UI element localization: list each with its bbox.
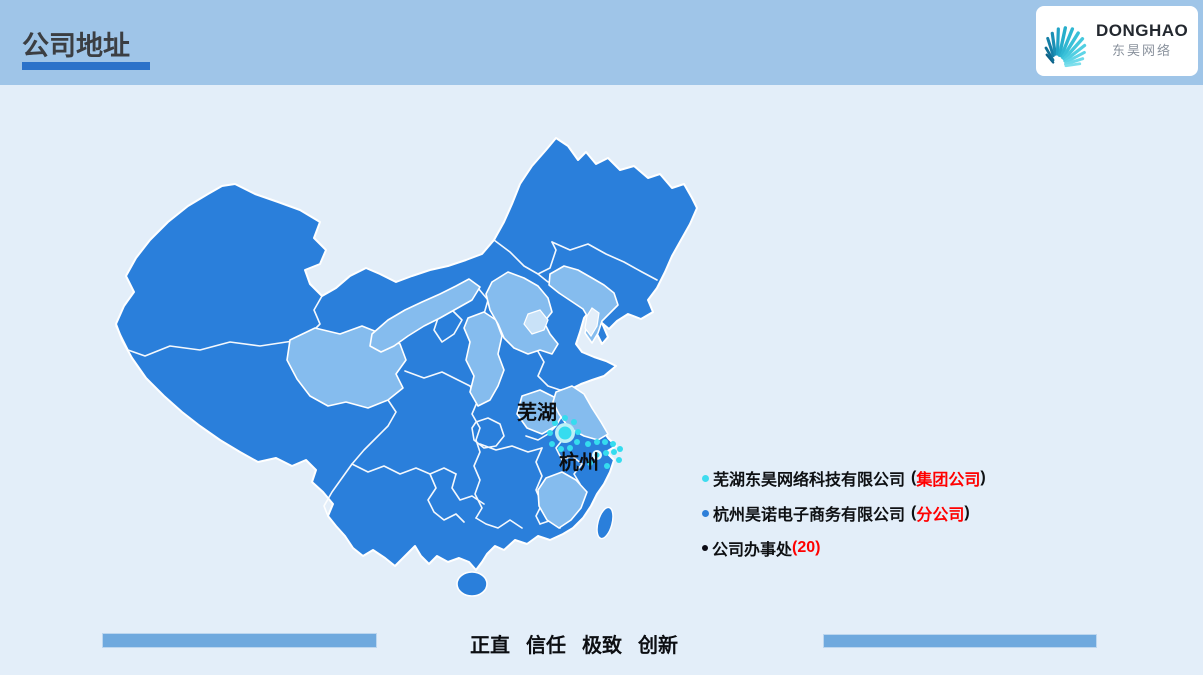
beijing-area [523,309,549,335]
page-title: 公司地址 [22,31,130,61]
legend-item-offices: 公司办事处 (20) [702,537,986,559]
title-underline [22,62,150,70]
province-borders [115,239,658,529]
blue-dot-icon [702,509,709,517]
legend-company-name: 杭州昊诺电子商务有限公司 [713,507,906,524]
province-hebei [485,271,559,355]
legend-item-branch-company: 杭州昊诺电子商务有限公司 ( 分公司 ) [702,502,986,524]
legend-paren-open: ( [911,504,917,521]
black-dot-icon [702,545,708,551]
province-fujian [537,471,588,529]
map-legend: 芜湖东昊网络科技有限公司 ( 集团公司 ) 杭州昊诺电子商务有限公司 ( 分公司… [702,467,986,572]
legend-company-type: 分公司 [916,507,965,524]
hangzhou-marker [592,450,602,460]
header-band: 公司地址 [0,0,1203,85]
slogan-word: 信任 [526,635,566,657]
legend-paren-open: ( [911,469,917,486]
taiwan-island [596,506,614,540]
hangzhou-label: 杭州 [559,450,599,474]
logo-text-block: DONGHAO 东昊网络 [1096,21,1188,59]
logo-name: DONGHAO [1096,21,1189,40]
legend-office-label: 公司办事处 [712,542,793,559]
slogan-word: 创新 [638,635,678,657]
office-location-dots [547,415,623,469]
legend-paren-close: ) [980,469,986,486]
china-map: 芜湖 杭州 [100,122,700,602]
footer-bar-right [823,634,1097,648]
wuhu-marker [555,423,575,443]
slogan-word: 极致 [582,635,622,657]
light-provinces [286,265,619,529]
legend-company-name: 芜湖东昊网络科技有限公司 [713,472,906,489]
province-liaoning [548,265,619,344]
province-jiangsu [552,385,609,441]
legend-item-group-company: 芜湖东昊网络科技有限公司 ( 集团公司 ) [702,467,986,489]
logo-card: DONGHAO 东昊网络 [1036,6,1198,76]
logo-subtitle: 东昊网络 [1111,43,1172,58]
slogan-word: 正直 [470,635,510,657]
province-gansu [369,278,481,353]
wuhu-label: 芜湖 [517,400,557,424]
china-outline [115,137,698,571]
bohai-bay [584,307,600,338]
fan-logo-icon [1044,26,1087,68]
legend-paren-close: ) [964,504,970,521]
legend-office-count: (20) [792,539,821,556]
company-values-slogan: 正直 信任 极致 创新 [470,629,678,658]
hainan-island [456,571,488,597]
cyan-dot-icon [702,474,709,482]
legend-company-type: 集团公司 [916,472,981,489]
footer-bar-left [102,633,377,648]
